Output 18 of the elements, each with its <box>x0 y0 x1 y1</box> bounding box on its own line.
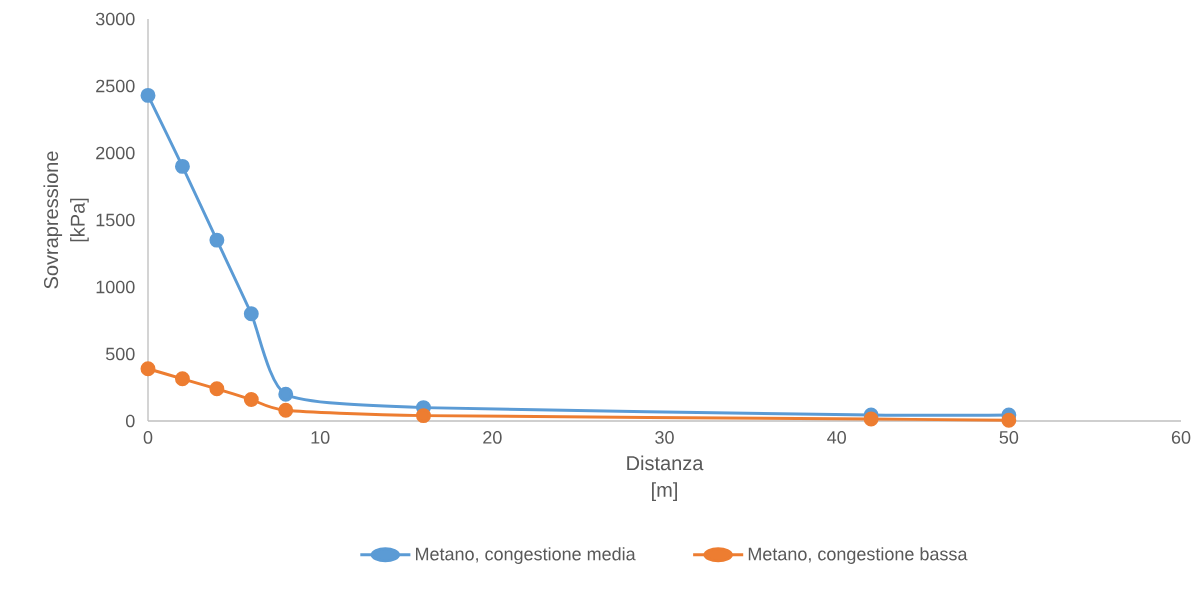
y-tick-label: 2000 <box>96 146 135 160</box>
x-tick-label: 40 <box>827 431 846 444</box>
y-tick-label: 2500 <box>96 79 135 93</box>
y-axis-title: Sovrapressione [kPa] <box>43 151 89 289</box>
x-tick-label: 30 <box>655 431 674 444</box>
y-tick-label: 1500 <box>96 213 135 227</box>
legend-label: Metano, congestione media <box>416 547 636 564</box>
y-tick-label: 500 <box>105 347 135 361</box>
y-tick-label: 1000 <box>96 280 135 294</box>
y-tick-label: 0 <box>125 414 135 428</box>
x-tick-label: 50 <box>999 431 1019 444</box>
legend-label: Metano, congestione bassa <box>748 547 968 564</box>
y-tick-label: 3000 <box>95 12 135 26</box>
x-tick-label: 20 <box>483 431 502 444</box>
x-axis-title: Distanza [m] <box>627 455 704 501</box>
x-tick-label: 10 <box>311 431 330 444</box>
x-tick-label: 60 <box>1171 431 1191 444</box>
x-tick-label: 0 <box>143 431 153 444</box>
